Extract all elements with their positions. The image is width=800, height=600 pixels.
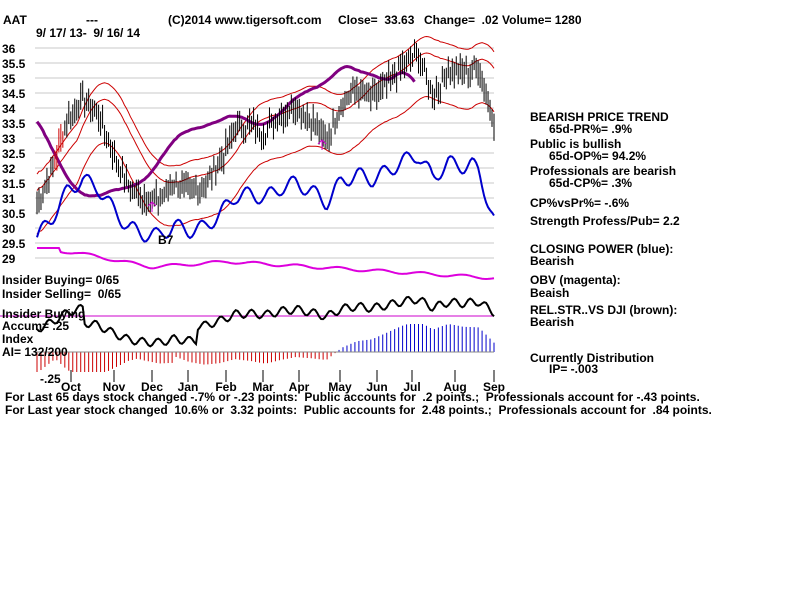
closing-power-state: Bearish <box>530 254 575 268</box>
insider-buying: Insider Buying= 0/65 <box>2 273 120 287</box>
price-bars <box>36 39 495 216</box>
y-tick-label: 32.5 <box>2 147 26 161</box>
closing-power-line <box>36 151 495 243</box>
x-tick-label: Feb <box>215 380 236 394</box>
relstr-state: Bearish <box>530 315 575 329</box>
y-tick-label: 36 <box>2 42 16 56</box>
y-tick-label: 35 <box>2 72 16 86</box>
close-value: Close= 33.63 <box>338 13 415 27</box>
x-tick-label: Jan <box>178 380 199 394</box>
price-trend: BEARISH PRICE TREND <box>530 110 669 124</box>
source: (C)2014 www.tigersoft.com <box>168 13 322 27</box>
insider-buying-2: Insider Buying <box>2 307 86 321</box>
ip-value: IP= -.003 <box>549 362 599 376</box>
accum-min-label: -.25 <box>40 372 61 386</box>
obv-line <box>37 247 495 281</box>
buy-arrow <box>317 139 327 150</box>
y-tick-label: 33 <box>2 132 16 146</box>
x-tick-label: Nov <box>103 380 126 394</box>
y-tick-label: 35.5 <box>2 57 26 71</box>
x-tick-label: Mar <box>252 380 274 394</box>
relstr-label: REL.STR..VS DJI (brown): <box>530 303 678 317</box>
closing-power-label: CLOSING POWER (blue): <box>530 242 674 256</box>
y-tick-label: 32 <box>2 162 16 176</box>
professionals-state: Professionals are bearish <box>530 164 677 178</box>
dashes: --- <box>86 13 98 27</box>
x-tick-label: May <box>328 380 352 394</box>
y-tick-label: 30.5 <box>2 207 26 221</box>
indicator-lines <box>0 151 495 353</box>
y-tick-label: 29 <box>2 252 16 266</box>
index-label: Index <box>2 332 34 346</box>
obv-state: Beaish <box>530 286 570 300</box>
cp-percent: 65d-CP%= .3% <box>549 176 633 190</box>
x-tick-label: Jun <box>366 380 387 394</box>
insider-selling: Insider Selling= 0/65 <box>2 287 122 301</box>
upper-band-outer <box>36 35 495 175</box>
y-tick-label: 30 <box>2 222 16 236</box>
x-axis-labels: Oct Nov Dec Jan Feb Mar Apr May Jun Jul Aug Sep <box>61 370 505 394</box>
y-tick-label: 34 <box>2 102 16 116</box>
accumulation-index-bars <box>36 324 495 372</box>
x-tick-label: Aug <box>443 380 466 394</box>
footer-last-year: For Last year stock changed 10.6% or 3.3… <box>5 403 712 417</box>
strength-ratio: Strength Profess/Pub= 2.2 <box>530 214 680 228</box>
chart-markers: B7 <box>147 139 327 247</box>
cp-vs-pr: CP%vsPr%= -.6% <box>530 196 630 210</box>
y-tick-label: 31 <box>2 192 16 206</box>
x-tick-label: Oct <box>61 380 81 394</box>
moving-average-line <box>35 64 416 198</box>
public-state: Public is bullish <box>530 137 622 151</box>
ai-value: AI= 132/200 <box>2 345 68 359</box>
y-tick-label: 34.5 <box>2 87 26 101</box>
x-tick-label: Dec <box>141 380 163 394</box>
obv-label: OBV (magenta): <box>530 273 621 287</box>
distribution-state: Currently Distribution <box>530 351 655 365</box>
date-range: 9/ 17/ 13- 9/ 16/ 14 <box>36 26 141 40</box>
op-percent: 65d-OP%= 94.2% <box>549 149 647 163</box>
accum-index-value: Accum= .25 <box>2 319 70 333</box>
y-tick-label: 29.5 <box>2 237 26 251</box>
change-value: Change= .02 <box>424 13 499 27</box>
footer-65-days: For Last 65 days stock changed -.7% or -… <box>5 390 700 404</box>
buy-arrow <box>147 201 157 212</box>
x-tick-label: Sep <box>483 380 505 394</box>
upper-band-inner <box>36 52 495 191</box>
signal-label: B7 <box>158 233 174 247</box>
pr-percent: 65d-PR%= .9% <box>549 122 633 136</box>
bands <box>35 35 495 235</box>
y-tick-label: 33.5 <box>2 117 26 131</box>
symbol: AAT <box>3 13 27 27</box>
x-tick-label: Jul <box>403 380 420 394</box>
chart-grid <box>35 47 494 259</box>
lower-band <box>36 95 495 235</box>
relative-strength-line <box>36 295 495 348</box>
y-axis-labels: 3635.53534.53433.53332.53231.53130.53029… <box>2 42 26 266</box>
volume-value: Volume= 1280 <box>502 13 582 27</box>
x-tick-label: Apr <box>289 380 310 394</box>
y-tick-label: 31.5 <box>2 177 26 191</box>
